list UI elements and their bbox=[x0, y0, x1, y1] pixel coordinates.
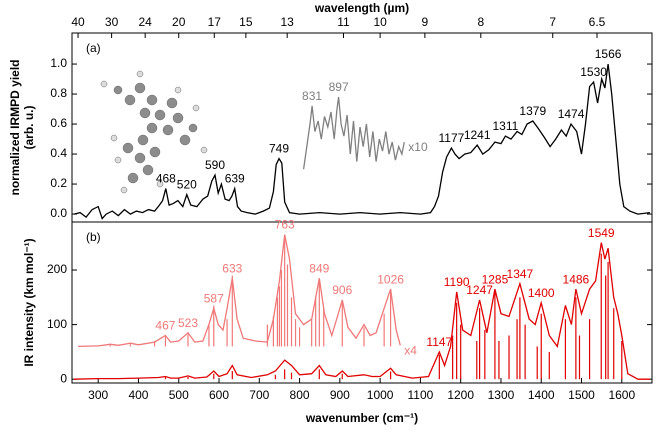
plot-frame bbox=[71, 32, 653, 223]
peak-label: 1241 bbox=[464, 128, 491, 142]
x2-tick-label: 6.5 bbox=[589, 15, 606, 29]
y-tick-label: 0.6 bbox=[50, 116, 67, 130]
panel-label: (a) bbox=[86, 41, 101, 55]
x2-tick-label: 13 bbox=[280, 15, 294, 29]
peak-label: 1247 bbox=[466, 283, 493, 297]
peak-label: 1474 bbox=[558, 107, 585, 121]
y-axis-label: normalized IRMPD yield bbox=[8, 59, 22, 195]
peak-label: 590 bbox=[205, 158, 225, 172]
plot-frame bbox=[71, 221, 653, 384]
peak-label: 1311 bbox=[492, 119, 518, 133]
spectrum-line bbox=[77, 234, 401, 348]
y-tick-label: 100 bbox=[47, 317, 67, 331]
x2-axis-label: wavelength (µm) bbox=[314, 1, 409, 15]
y-axis-label: (arb. u.) bbox=[22, 105, 36, 149]
x-axis-label: wavenumber (cm⁻¹) bbox=[305, 411, 418, 425]
x-tick-label: 1500 bbox=[568, 388, 595, 402]
x-tick-label: 600 bbox=[209, 388, 229, 402]
peak-label: 1530 bbox=[580, 65, 607, 79]
peak-label: 587 bbox=[204, 291, 224, 305]
spectrum-line bbox=[302, 96, 405, 170]
y-tick-label: 0 bbox=[60, 371, 67, 385]
peak-label: 897 bbox=[329, 80, 349, 94]
peak-label: 1379 bbox=[519, 104, 546, 118]
panel-label: (b) bbox=[86, 230, 101, 244]
peak-label: 749 bbox=[269, 142, 289, 156]
y-tick-label: 200 bbox=[47, 262, 67, 276]
x-tick-label: 1100 bbox=[407, 388, 433, 402]
x2-tick-label: 17 bbox=[208, 15, 222, 29]
peak-label: 1486 bbox=[563, 272, 590, 286]
peak-label: 1190 bbox=[444, 275, 470, 289]
x-tick-label: 1400 bbox=[528, 388, 555, 402]
x-tick-label: 300 bbox=[88, 388, 108, 402]
y-tick-label: 0.2 bbox=[50, 176, 67, 190]
peak-label: 1400 bbox=[528, 286, 555, 300]
peak-label: 1566 bbox=[595, 47, 622, 61]
x-tick-label: 400 bbox=[128, 388, 148, 402]
x2-tick-label: 7 bbox=[549, 15, 556, 29]
x2-tick-label: 9 bbox=[422, 15, 429, 29]
spectrum-line bbox=[73, 242, 650, 380]
x2-tick-label: 40 bbox=[71, 15, 85, 29]
x-tick-label: 700 bbox=[249, 388, 269, 402]
x2-tick-label: 30 bbox=[105, 15, 119, 29]
x-tick-label: 1200 bbox=[447, 388, 474, 402]
peak-label: 1026 bbox=[377, 272, 404, 286]
y-tick-label: 0.4 bbox=[50, 146, 67, 160]
peak-label: 831 bbox=[302, 89, 322, 103]
scale-label: x4 bbox=[404, 344, 417, 358]
x-tick-label: 500 bbox=[169, 388, 189, 402]
peak-label: 1347 bbox=[507, 267, 534, 281]
peak-label: 633 bbox=[222, 261, 242, 275]
peak-label: 467 bbox=[155, 319, 175, 333]
x2-tick-label: 15 bbox=[239, 15, 253, 29]
x2-tick-label: 8 bbox=[477, 15, 484, 29]
scale-label: x10 bbox=[408, 140, 428, 154]
spectrum-line bbox=[73, 64, 651, 220]
x2-tick-label: 11 bbox=[337, 15, 350, 29]
peak-label: 1147 bbox=[426, 335, 452, 349]
x-tick-label: 900 bbox=[330, 388, 350, 402]
x-tick-label: 800 bbox=[290, 388, 310, 402]
peak-label: 763 bbox=[275, 218, 295, 232]
x2-tick-label: 10 bbox=[373, 15, 387, 29]
x2-tick-label: 24 bbox=[138, 15, 152, 29]
peak-label: 1285 bbox=[482, 272, 509, 286]
x-tick-label: 1300 bbox=[488, 388, 515, 402]
peak-label: 520 bbox=[177, 178, 197, 192]
x-tick-label: 1000 bbox=[367, 388, 394, 402]
y-axis-label: IR intensity (km mol⁻¹) bbox=[22, 238, 36, 366]
peak-label: 523 bbox=[178, 316, 198, 330]
peak-label: 639 bbox=[225, 172, 245, 186]
y-tick-label: 0.8 bbox=[50, 86, 67, 100]
peak-label: 468 bbox=[156, 172, 176, 186]
peak-label: 906 bbox=[332, 283, 352, 297]
y-tick-label: 1.0 bbox=[50, 56, 67, 70]
molecule bbox=[100, 70, 208, 194]
x-tick-label: 1600 bbox=[608, 388, 635, 402]
x2-tick-label: 20 bbox=[172, 15, 186, 29]
peak-label: 849 bbox=[309, 261, 329, 275]
y-tick-label: 0.0 bbox=[50, 206, 67, 220]
peak-label: 1549 bbox=[588, 226, 615, 240]
peak-label: 1177 bbox=[439, 131, 465, 145]
